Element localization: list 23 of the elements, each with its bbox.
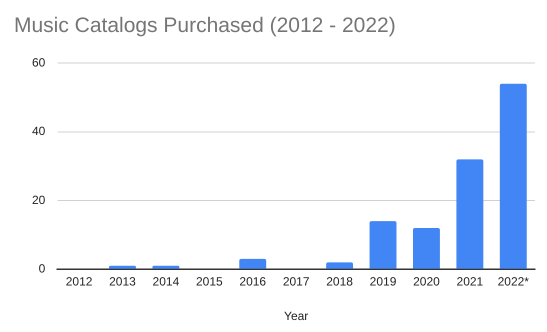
y-tick-label: 0	[38, 262, 46, 276]
bar	[370, 221, 396, 269]
x-tick-label: 2013	[109, 274, 136, 289]
x-tick-label: 2021	[456, 274, 484, 289]
x-tick-label: 2015	[196, 274, 223, 289]
bar	[412, 228, 440, 269]
x-tick-label: 2014	[152, 274, 180, 289]
chart-title: Music Catalogs Purchased (2012 - 2022)	[14, 14, 396, 38]
y-tick-label: 60	[32, 56, 46, 70]
y-tick-label: 20	[32, 192, 46, 207]
bar	[326, 262, 354, 269]
x-tick-label: 2012	[66, 274, 93, 289]
x-tick-label: 2018	[326, 274, 354, 289]
x-axis-title: Year	[284, 309, 308, 324]
bar	[239, 258, 266, 269]
x-tick-label: 2016	[239, 274, 266, 289]
bar	[456, 159, 484, 269]
x-tick-label: 2022*	[498, 274, 530, 289]
bar	[500, 84, 527, 269]
x-tick-label: 2019	[370, 274, 397, 289]
x-tick-label: 2017	[282, 274, 310, 289]
x-tick-label: 2020	[413, 274, 440, 289]
y-tick-label: 40	[32, 124, 46, 138]
